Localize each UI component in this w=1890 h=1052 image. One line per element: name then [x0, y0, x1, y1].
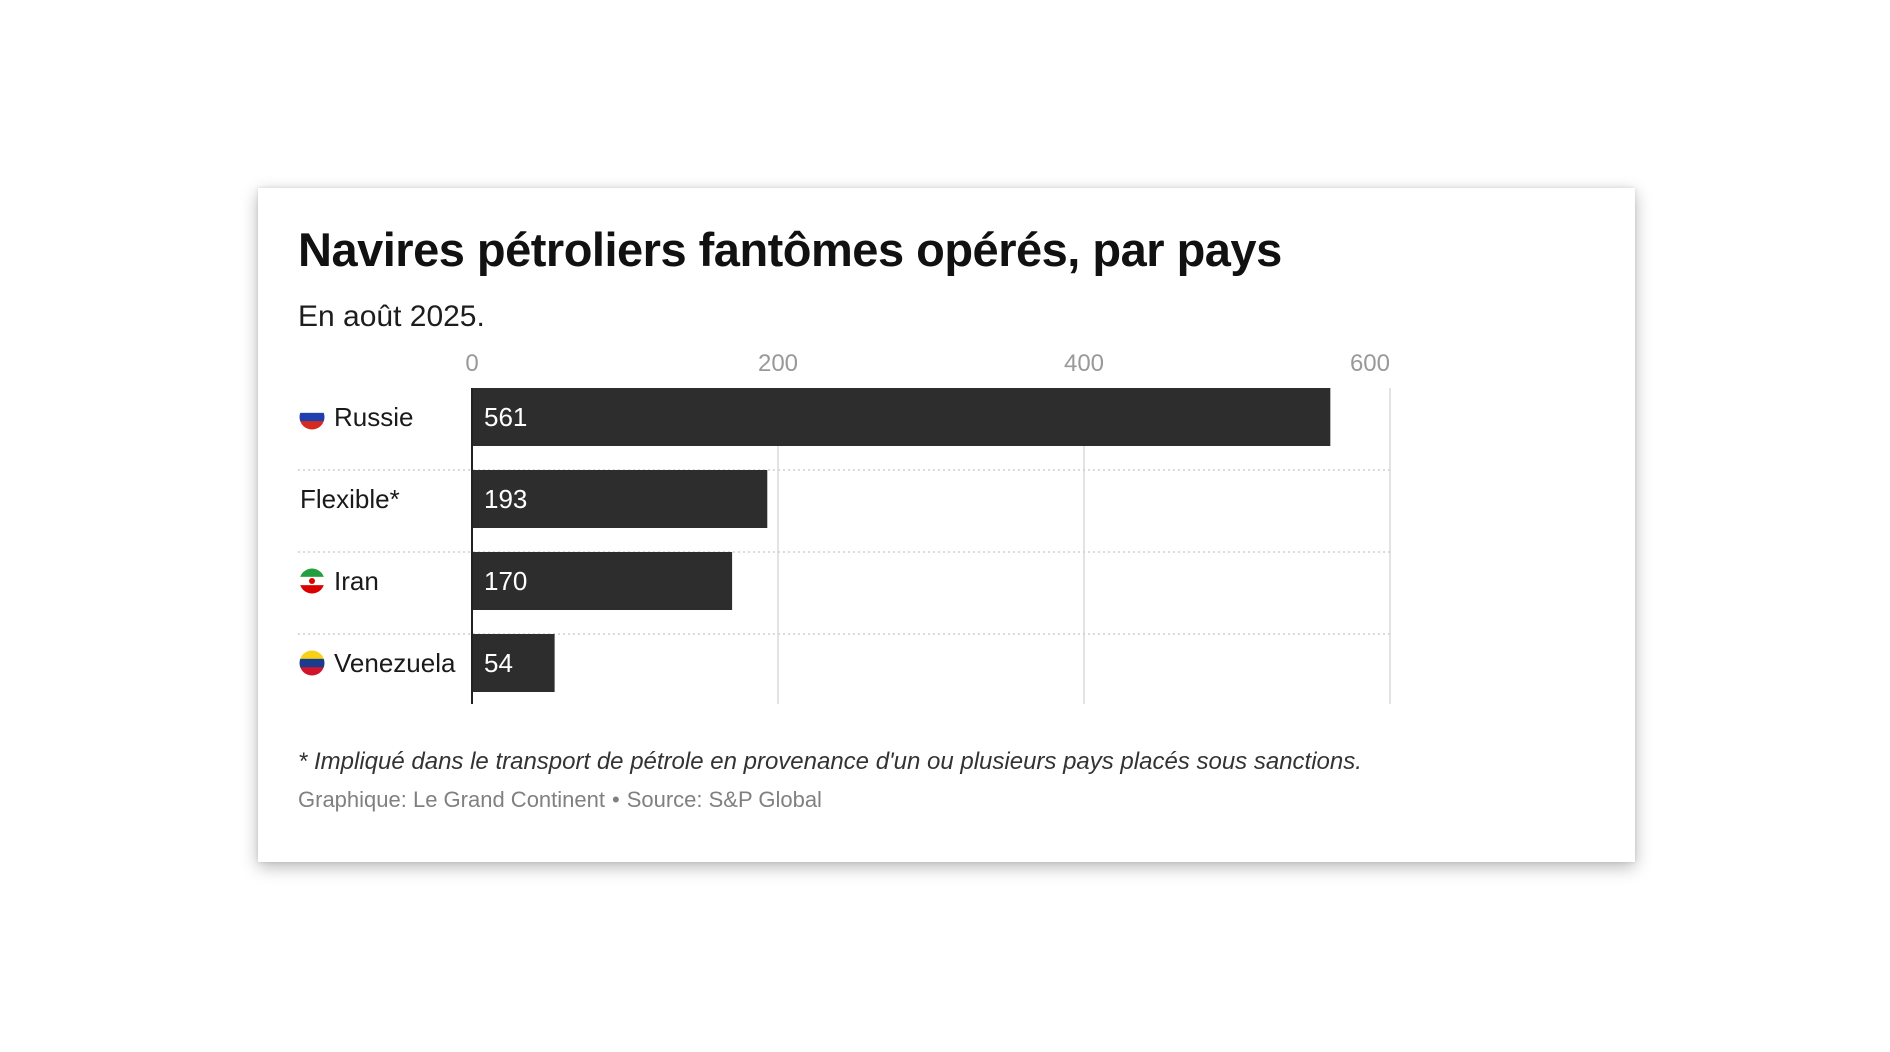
flag-band: [299, 404, 325, 414]
x-tick-label-200: 200: [758, 350, 798, 377]
x-tick-label-0: 0: [465, 350, 478, 377]
bar-value-label-0: 561: [484, 402, 527, 432]
chart-card: Navires pétroliers fantômes opérés, par …: [258, 188, 1635, 862]
category-label-0: Russie: [334, 402, 413, 432]
source-text: Source: S&P Global: [626, 787, 822, 812]
bar-venezuela: [472, 634, 555, 692]
x-tick-label-600: 600: [1350, 350, 1390, 377]
flag-band: [299, 421, 325, 430]
category-label-3: Venezuela: [334, 648, 456, 678]
venezuela-flag-icon: [299, 650, 325, 676]
bar-chart: 0 200 400 600 Russie 561 Flexible* 193 Iran 170 Ve…: [298, 350, 1391, 704]
chart-title: Navires pétroliers fantômes opérés, par …: [298, 223, 1282, 276]
flag-band: [299, 568, 325, 578]
flag-band: [299, 412, 325, 422]
bar-iran: [472, 552, 733, 610]
x-tick-label-400: 400: [1064, 350, 1104, 377]
flag-emblem: [309, 578, 315, 584]
bar-flexible: [472, 470, 768, 528]
credit-separator: •: [611, 787, 620, 812]
category-label-2: Iran: [334, 566, 379, 596]
flag-band: [299, 667, 325, 676]
flag-band: [299, 650, 325, 660]
bar-russie: [472, 388, 1331, 446]
credit-text: Graphique: Le Grand Continent: [298, 787, 605, 812]
category-label-1: Flexible*: [300, 484, 400, 514]
flag-band: [299, 585, 325, 594]
bar-value-label-2: 170: [484, 566, 527, 596]
bar-value-label-1: 193: [484, 484, 527, 514]
bar-value-label-3: 54: [484, 648, 513, 678]
russia-flag-icon: [299, 404, 325, 430]
chart-footnote: * Impliqué dans le transport de pétrole …: [298, 748, 1362, 775]
chart-subtitle: En août 2025.: [298, 300, 485, 333]
flag-band: [299, 658, 325, 668]
chart-credit: Graphique: Le Grand Continent • Source: S&…: [298, 787, 822, 813]
iran-flag-icon: [299, 568, 325, 594]
